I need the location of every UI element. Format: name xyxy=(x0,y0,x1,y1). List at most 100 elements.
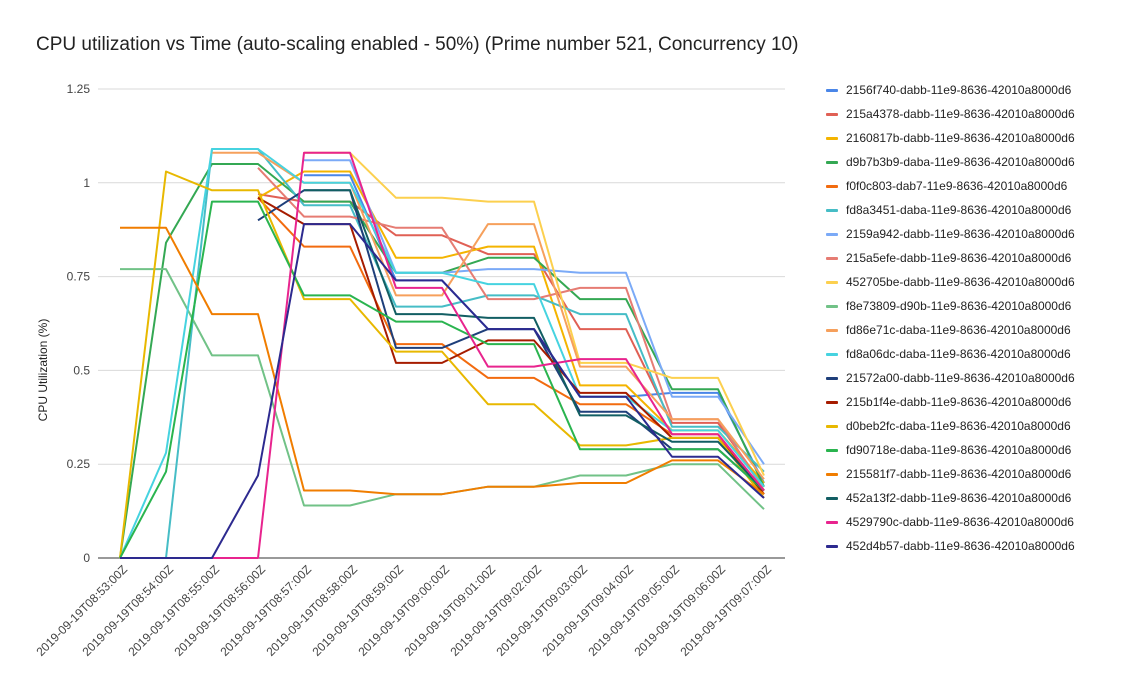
legend-swatch xyxy=(826,304,838,308)
x-tick-label: 2019-09-19T08:59:00Z xyxy=(309,562,406,659)
legend-swatch xyxy=(826,136,838,140)
x-tick-label: 2019-09-19T09:07:00Z xyxy=(677,562,774,659)
legend-swatch xyxy=(826,208,838,212)
legend-item: fd8a06dc-daba-11e9-8636-42010a8000d6 xyxy=(826,342,1116,366)
series-line-2159a942-dabb-11e9-8636-42010a8000d6 xyxy=(304,159,765,465)
legend-label: fd90718e-daba-11e9-8636-42010a8000d6 xyxy=(846,443,1072,457)
legend-swatch xyxy=(826,520,838,524)
legend-label: 2159a942-dabb-11e9-8636-42010a8000d6 xyxy=(846,227,1075,241)
x-tick-label: 2019-09-19T09:02:00Z xyxy=(447,562,544,659)
series-line-2160817b-dabb-11e9-8636-42010a8000d6 xyxy=(257,170,765,484)
legend-item: 215a4378-dabb-11e9-8636-42010a8000d6 xyxy=(826,102,1116,126)
legend-item: f0f0c803-dab7-11e9-8636-42010a8000d6 xyxy=(826,174,1116,198)
legend-swatch xyxy=(826,544,838,548)
legend-item: fd86e71c-daba-11e9-8636-42010a8000d6 xyxy=(826,318,1116,342)
legend-item: 2160817b-dabb-11e9-8636-42010a8000d6 xyxy=(826,126,1116,150)
legend-item: 21572a00-dabb-11e9-8636-42010a8000d6 xyxy=(826,366,1116,390)
chart-title: CPU utilization vs Time (auto-scaling en… xyxy=(36,34,799,55)
legend-item: d9b7b3b9-daba-11e9-8636-42010a8000d6 xyxy=(826,150,1116,174)
legend-item: 215581f7-dabb-11e9-8636-42010a8000d6 xyxy=(826,462,1116,486)
y-tick-label: 0.25 xyxy=(67,457,91,471)
legend-label: 215581f7-dabb-11e9-8636-42010a8000d6 xyxy=(846,467,1072,481)
legend-swatch xyxy=(826,424,838,428)
legend-item: d0beb2fc-daba-11e9-8636-42010a8000d6 xyxy=(826,414,1116,438)
x-tick-label: 2019-09-19T09:05:00Z xyxy=(585,562,682,659)
y-tick-label: 1.25 xyxy=(67,82,91,96)
legend-label: 21572a00-dabb-11e9-8636-42010a8000d6 xyxy=(846,371,1075,385)
x-tick-label: 2019-09-19T09:00:00Z xyxy=(355,562,452,659)
legend-label: fd8a06dc-daba-11e9-8636-42010a8000d6 xyxy=(846,347,1071,361)
legend-item: f8e73809-d90b-11e9-8636-42010a8000d6 xyxy=(826,294,1116,318)
legend-label: fd86e71c-daba-11e9-8636-42010a8000d6 xyxy=(846,323,1071,337)
legend-swatch xyxy=(826,112,838,116)
x-tick-label: 2019-09-19T09:01:00Z xyxy=(401,562,498,659)
series-line-fd8a06dc-daba-11e9-8636-42010a8000d6 xyxy=(119,148,765,559)
legend-label: 215a5efe-dabb-11e9-8636-42010a8000d6 xyxy=(846,251,1072,265)
legend-label: d9b7b3b9-daba-11e9-8636-42010a8000d6 xyxy=(846,155,1075,169)
series-line-215581f7-dabb-11e9-8636-42010a8000d6 xyxy=(120,226,765,496)
x-tick-label: 2019-09-19T08:55:00Z xyxy=(125,562,222,659)
legend-label: 215b1f4e-dabb-11e9-8636-42010a8000d6 xyxy=(846,395,1072,409)
series-line-452a13f2-dabb-11e9-8636-42010a8000d6 xyxy=(304,189,765,492)
legend-swatch xyxy=(826,184,838,188)
series-line-4529790c-dabb-11e9-8636-42010a8000d6 xyxy=(212,151,765,559)
series-line-452705be-dabb-11e9-8636-42010a8000d6 xyxy=(304,151,765,476)
x-tick-label: 2019-09-19T09:04:00Z xyxy=(539,562,636,659)
x-tick-label: 2019-09-19T08:53:00Z xyxy=(33,562,130,659)
legend-label: fd8a3451-daba-11e9-8636-42010a8000d6 xyxy=(846,203,1072,217)
legend-swatch xyxy=(826,472,838,476)
legend: 2156f740-dabb-11e9-8636-42010a8000d6 215a… xyxy=(826,78,1116,558)
legend-swatch xyxy=(826,448,838,452)
legend-label: d0beb2fc-daba-11e9-8636-42010a8000d6 xyxy=(846,419,1071,433)
legend-label: 2160817b-dabb-11e9-8636-42010a8000d6 xyxy=(846,131,1075,145)
x-tick-label: 2019-09-19T08:57:00Z xyxy=(217,562,314,659)
legend-swatch xyxy=(826,280,838,284)
legend-item: 2159a942-dabb-11e9-8636-42010a8000d6 xyxy=(826,222,1116,246)
y-axis-label: CPU Utilization (%) xyxy=(36,319,50,422)
x-tick-label: 2019-09-19T08:58:00Z xyxy=(263,562,360,659)
legend-item: 4529790c-dabb-11e9-8636-42010a8000d6 xyxy=(826,510,1116,534)
legend-swatch xyxy=(826,496,838,500)
series-line-f8e73809-d90b-11e9-8636-42010a8000d6 xyxy=(120,268,765,510)
legend-label: f0f0c803-dab7-11e9-8636-42010a8000d6 xyxy=(846,179,1068,193)
legend-item: 452705be-dabb-11e9-8636-42010a8000d6 xyxy=(826,270,1116,294)
legend-swatch xyxy=(826,256,838,260)
legend-item: 215b1f4e-dabb-11e9-8636-42010a8000d6 xyxy=(826,390,1116,414)
series-line-d0beb2fc-daba-11e9-8636-42010a8000d6 xyxy=(119,170,765,559)
legend-swatch xyxy=(826,400,838,404)
y-tick-label: 1 xyxy=(83,176,90,190)
grid-lines xyxy=(98,88,785,559)
x-tick-label: 2019-09-19T08:56:00Z xyxy=(171,562,268,659)
legend-item: fd8a3451-daba-11e9-8636-42010a8000d6 xyxy=(826,198,1116,222)
y-tick-label: 0 xyxy=(83,551,90,565)
series-lines xyxy=(119,148,765,559)
legend-item: 2156f740-dabb-11e9-8636-42010a8000d6 xyxy=(826,78,1116,102)
series-line-fd8a3451-daba-11e9-8636-42010a8000d6 xyxy=(120,148,765,559)
x-tick-label: 2019-09-19T09:03:00Z xyxy=(493,562,590,659)
legend-swatch xyxy=(826,232,838,236)
legend-swatch xyxy=(826,376,838,380)
x-tick-label: 2019-09-19T08:54:00Z xyxy=(79,562,176,659)
x-tick-label: 2019-09-19T09:06:00Z xyxy=(631,562,728,659)
legend-swatch xyxy=(826,328,838,332)
legend-item: 215a5efe-dabb-11e9-8636-42010a8000d6 xyxy=(826,246,1116,270)
legend-item: 452a13f2-dabb-11e9-8636-42010a8000d6 xyxy=(826,486,1116,510)
series-line-452d4b57-dabb-11e9-8636-42010a8000d6 xyxy=(120,223,765,559)
series-line-fd90718e-daba-11e9-8636-42010a8000d6 xyxy=(119,200,765,559)
legend-label: 215a4378-dabb-11e9-8636-42010a8000d6 xyxy=(846,107,1075,121)
y-tick-label: 0.5 xyxy=(73,363,90,377)
legend-swatch xyxy=(826,88,838,92)
legend-item: 452d4b57-dabb-11e9-8636-42010a8000d6 xyxy=(826,534,1116,558)
legend-swatch xyxy=(826,352,838,356)
legend-item: fd90718e-daba-11e9-8636-42010a8000d6 xyxy=(826,438,1116,462)
y-tick-label: 0.75 xyxy=(67,270,91,284)
legend-label: 2156f740-dabb-11e9-8636-42010a8000d6 xyxy=(846,83,1072,97)
legend-label: 452705be-dabb-11e9-8636-42010a8000d6 xyxy=(846,275,1075,289)
legend-label: 452a13f2-dabb-11e9-8636-42010a8000d6 xyxy=(846,491,1072,505)
legend-swatch xyxy=(826,160,838,164)
legend-label: 4529790c-dabb-11e9-8636-42010a8000d6 xyxy=(846,515,1074,529)
series-line-d9b7b3b9-daba-11e9-8636-42010a8000d6 xyxy=(119,163,765,559)
legend-label: f8e73809-d90b-11e9-8636-42010a8000d6 xyxy=(846,299,1072,313)
legend-label: 452d4b57-dabb-11e9-8636-42010a8000d6 xyxy=(846,539,1075,553)
